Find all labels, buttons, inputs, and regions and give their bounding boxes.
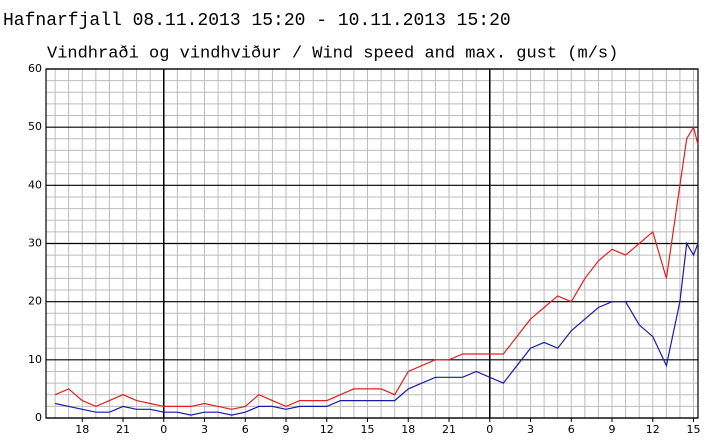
x-tick-label: 18 [75,423,89,436]
x-tick-label: 21 [116,423,130,436]
x-tick-label: 3 [527,423,534,436]
x-tick-label: 0 [160,423,167,436]
y-tick-label: 60 [28,62,42,75]
x-tick-label: 12 [320,423,334,436]
x-tick-label: 18 [401,423,415,436]
x-tick-label: 12 [646,423,660,436]
y-tick-label: 10 [28,353,42,366]
y-tick-label: 0 [35,411,42,424]
chart-subtitle: Vindhraði og vindhviður / Wind speed and… [47,44,618,63]
chart-title: Hafnarfjall 08.11.2013 15:20 - 10.11.201… [3,11,511,31]
data-line [54,241,699,416]
x-tick-label: 6 [242,423,249,436]
y-tick-label: 40 [28,178,42,191]
y-tick-label: 20 [28,295,42,308]
x-tick-label: 15 [687,423,701,436]
x-tick-label: 6 [568,423,575,436]
x-tick-label: 15 [361,423,375,436]
x-tick-label: 21 [442,423,456,436]
y-tick-label: 30 [28,237,42,250]
data-line [54,125,699,410]
x-tick-label: 3 [201,423,208,436]
y-tick-label: 50 [28,120,42,133]
x-tick-label: 0 [486,423,493,436]
x-tick-label: 9 [283,423,290,436]
x-tick-label: 9 [609,423,616,436]
